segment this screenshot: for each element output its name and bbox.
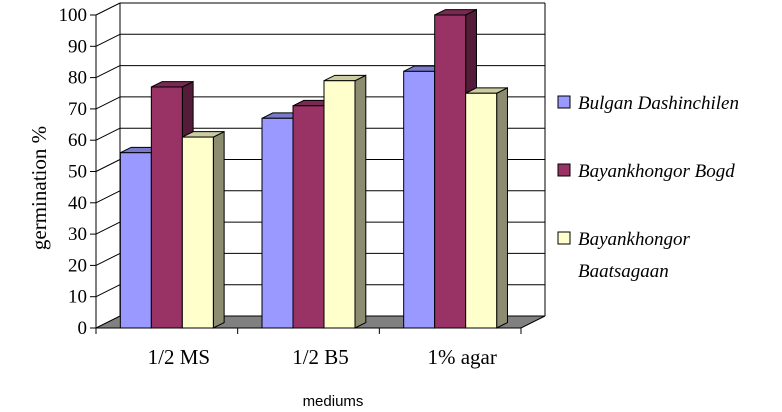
y-tick-label: 50 xyxy=(68,162,87,183)
bar-2-0 xyxy=(181,130,225,329)
gridline-side xyxy=(95,284,121,298)
legend-item-1: Bayankhongor Bogd xyxy=(557,161,735,182)
bar-2-2 xyxy=(465,87,508,329)
gridline-side xyxy=(95,33,121,47)
gridline-side xyxy=(95,159,121,172)
y-tick-label: 90 xyxy=(68,36,87,57)
gridline-side xyxy=(95,2,121,16)
x-axis-label: mediums xyxy=(303,393,364,410)
y-tick-label: 80 xyxy=(68,68,87,89)
gridline-side xyxy=(95,65,121,79)
axes: 0 10 20 30 40 50 60 70 80 90 100 1/2 MS 1/2 B5 1% aga… xyxy=(59,5,522,369)
gridline-side xyxy=(95,96,121,110)
y-tick-label: 30 xyxy=(68,224,87,245)
y-tick-label: 20 xyxy=(68,255,87,276)
legend-label: Baatsagaan xyxy=(578,261,669,282)
y-tick-label: 100 xyxy=(59,5,88,26)
x-tick-label: 1/2 B5 xyxy=(292,345,349,369)
bars xyxy=(119,8,508,329)
legend-item-2: Bayankhongor Baatsagaan xyxy=(557,229,690,282)
y-tick-label: 10 xyxy=(68,287,87,308)
x-tick-label: 1/2 MS xyxy=(148,345,210,369)
y-tick-label: 0 xyxy=(78,318,88,339)
gridline-side xyxy=(95,190,121,204)
legend-label: Bayankhongor xyxy=(578,229,690,250)
legend-label: Bulgan Dashinchilen xyxy=(578,93,739,114)
legend-swatch xyxy=(557,95,571,109)
y-tick-label: 40 xyxy=(68,193,87,214)
legend-label: Bayankhongor Bogd xyxy=(578,161,735,182)
legend-swatch xyxy=(557,163,571,177)
y-tick-label: 70 xyxy=(68,99,87,120)
bar-2-1 xyxy=(323,74,367,329)
legend-item-0: Bulgan Dashinchilen xyxy=(557,93,739,114)
gridline-side xyxy=(95,221,121,235)
gridline-side xyxy=(95,252,121,266)
gridline-side xyxy=(95,127,121,141)
y-axis-label: germination % xyxy=(27,126,51,250)
x-tick-label: 1% agar xyxy=(427,345,496,369)
legend: Bulgan Dashinchilen Bayankhongor Bogd Baya… xyxy=(557,93,739,282)
legend-swatch xyxy=(557,231,571,245)
y-tick-label: 60 xyxy=(68,130,87,151)
